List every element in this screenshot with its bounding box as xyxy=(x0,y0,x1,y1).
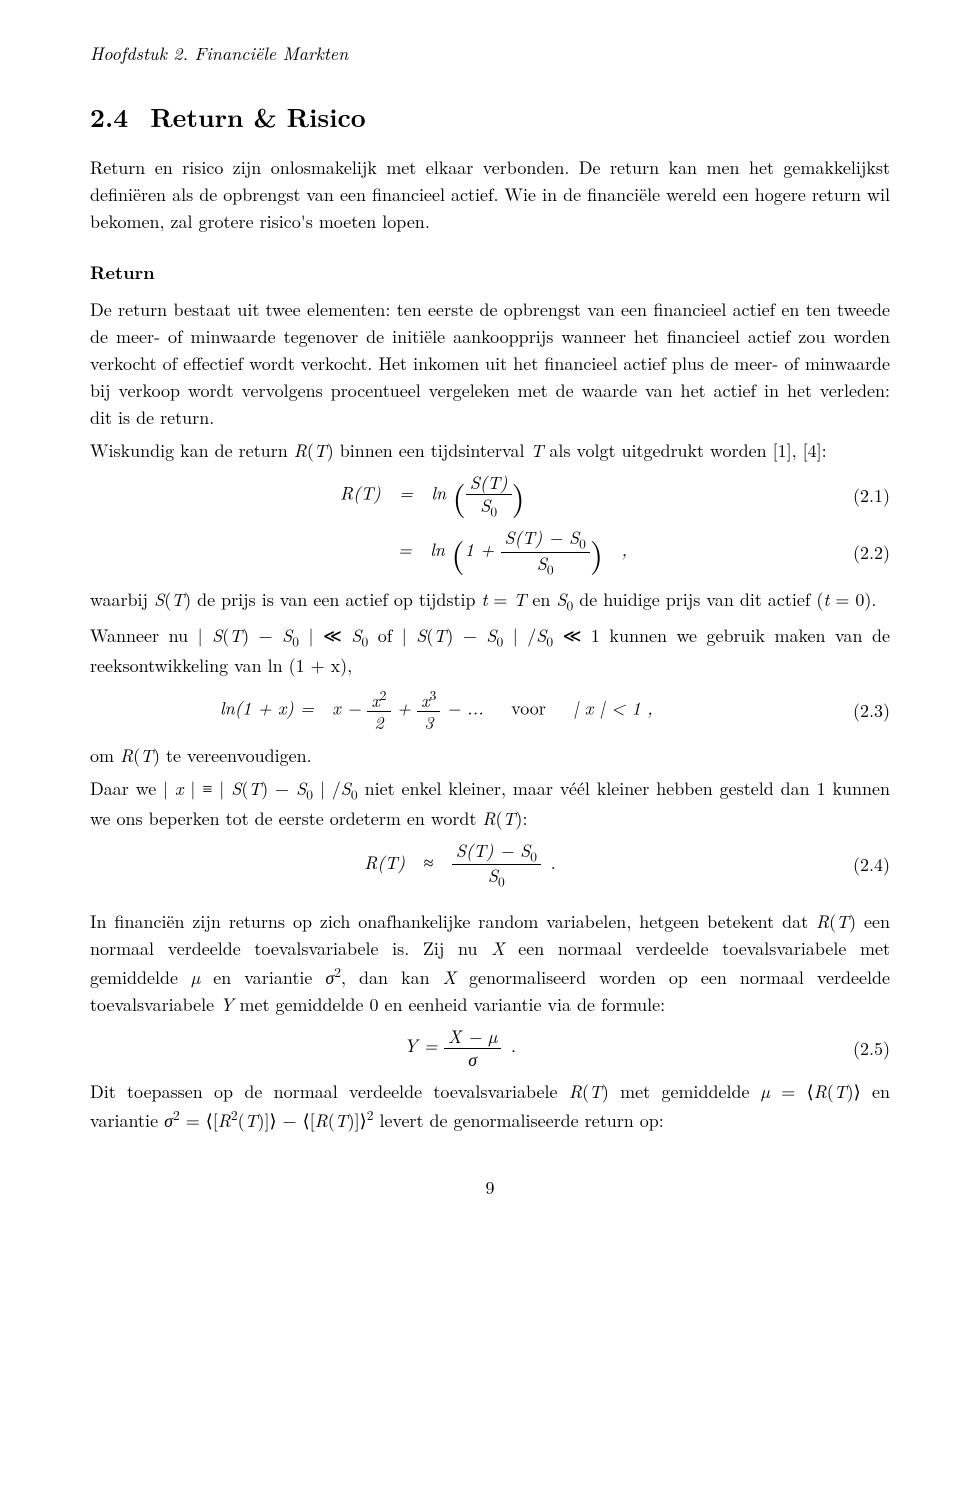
paragraph-waarbij: waarbij S(T) de prijs is van een actief … xyxy=(90,586,890,616)
section-heading: 2.4 Return & Risico xyxy=(90,97,890,136)
subheading-return: Return xyxy=(90,259,890,286)
section-number: 2.4 xyxy=(90,97,128,136)
running-header: Hoofdstuk 2. Financiële Markten xyxy=(90,40,890,67)
page-number: 9 xyxy=(90,1174,890,1201)
equation-2-4: R(T) ≈ S(T) − S0S0 . (2.4) xyxy=(90,840,890,891)
eq-number: (2.5) xyxy=(830,1035,890,1062)
eq-number: (2.1) xyxy=(830,482,890,509)
paragraph-daar: Daar we | x | ≡ | S(T) − S0 | /S0 niet e… xyxy=(90,775,890,832)
section-title: Return & Risico xyxy=(150,98,366,135)
paragraph-intro: Return en risico zijn onlosmakelijk met … xyxy=(90,154,890,235)
eq-number: (2.3) xyxy=(830,697,890,724)
paragraph-math-intro: Wiskundig kan de return R(T) binnen een … xyxy=(90,437,890,464)
equation-2-3: ln(1 + x) = x − x22 + x33 − ... voor | x… xyxy=(90,687,890,734)
paragraph-wanneer: Wanneer nu | S(T) − S0 | ≪ S0 of | S(T) … xyxy=(90,622,890,679)
paragraph-toepassen: Dit toepassen op de normaal verdeelde to… xyxy=(90,1078,890,1134)
paragraph-return-def: De return bestaat uit twee elementen: te… xyxy=(90,296,890,431)
equation-2-1: R(T) = ln (S(T)S0) (2.1) xyxy=(90,472,890,519)
paragraph-om: om R(T) te vereenvoudigen. xyxy=(90,742,890,769)
eq-number: (2.4) xyxy=(830,851,890,878)
equation-2-2: = ln (1 + S(T) − S0S0) , (2.2) xyxy=(90,527,890,578)
paragraph-financien: In financiën zijn returns op zich onafha… xyxy=(90,908,890,1018)
eq-number: (2.2) xyxy=(830,539,890,566)
equation-2-5: Y = X − µσ . (2.5) xyxy=(90,1026,890,1070)
